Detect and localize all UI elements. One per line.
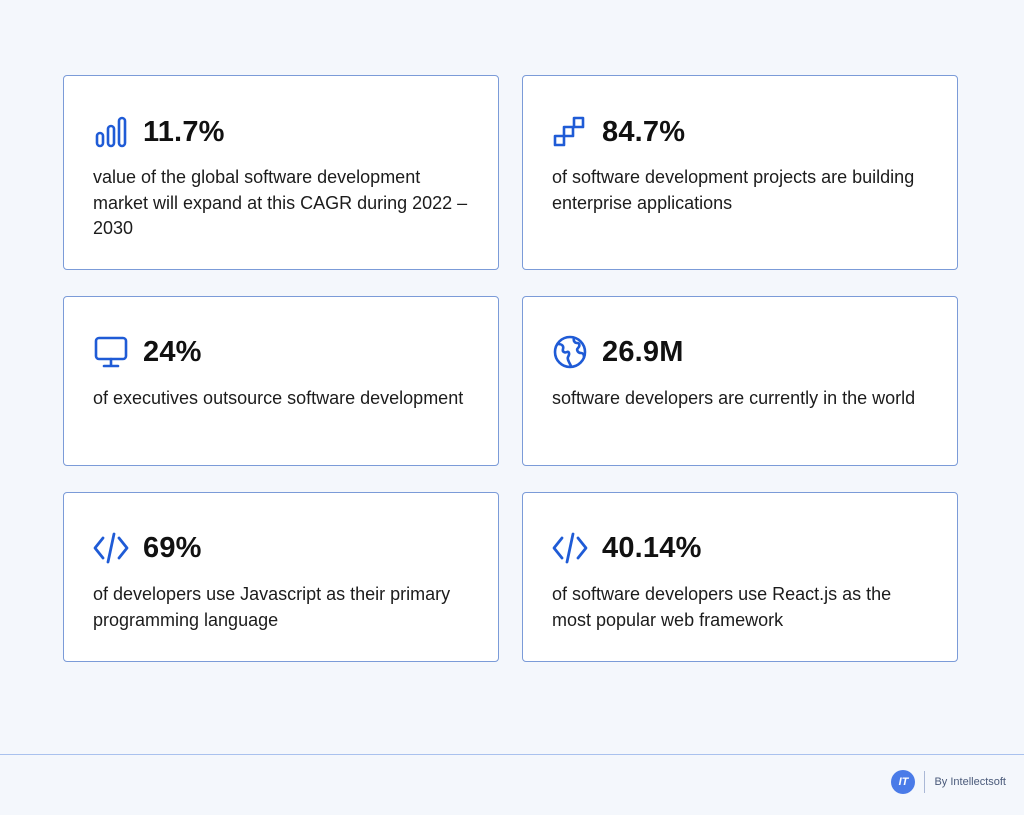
stat-value: 69% xyxy=(143,531,202,564)
stat-value: 11.7% xyxy=(143,115,225,148)
intellectsoft-logo-icon: IT xyxy=(891,770,916,794)
card-header: 26.9M xyxy=(552,334,684,370)
stat-card-react: 40.14% of software developers use React.… xyxy=(522,492,958,662)
stat-card-javascript: 69% of developers use Javascript as thei… xyxy=(63,492,499,662)
brand-separator xyxy=(924,771,926,793)
stat-card-developers-count: 26.9M software developers are currently … xyxy=(522,296,958,466)
card-header: 11.7% xyxy=(93,114,225,150)
stat-description: of developers use Javascript as their pr… xyxy=(93,584,451,630)
code-icon xyxy=(93,530,129,566)
card-header: 40.14% xyxy=(552,530,702,566)
stat-card-outsourcing: 24% of executives outsource software dev… xyxy=(63,296,499,466)
stat-card-enterprise-apps: 84.7% of software development projects a… xyxy=(522,75,958,270)
monitor-icon xyxy=(93,334,129,370)
stat-value: 26.9M xyxy=(602,335,684,368)
card-header: 84.7% xyxy=(552,114,685,150)
bar-chart-icon xyxy=(93,114,129,150)
brand-attribution: IT By Intellectsoft xyxy=(891,770,1006,794)
stat-description: of executives outsource software develop… xyxy=(93,388,464,408)
code-icon xyxy=(552,530,588,566)
stat-description: of software development projects are bui… xyxy=(552,167,915,213)
stat-card-market-growth: 11.7% value of the global software devel… xyxy=(63,75,499,270)
card-header: 69% xyxy=(93,530,202,566)
steps-icon xyxy=(552,114,588,150)
card-header: 24% xyxy=(93,334,202,370)
brand-text: By Intellectsoft xyxy=(934,776,1006,788)
stat-description: value of the global software development… xyxy=(93,167,468,238)
stat-value: 84.7% xyxy=(602,115,686,148)
globe-icon xyxy=(552,334,588,370)
stat-value: 24% xyxy=(143,335,202,368)
footer-divider xyxy=(0,754,1024,755)
stat-value: 40.14% xyxy=(602,531,702,564)
stat-description: of software developers use React.js as t… xyxy=(552,584,892,630)
stat-description: software developers are currently in the… xyxy=(552,388,916,408)
